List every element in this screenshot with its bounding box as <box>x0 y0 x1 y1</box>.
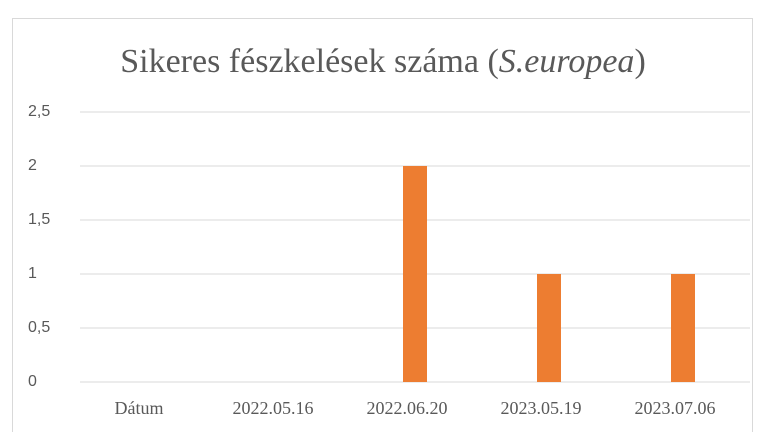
bar <box>403 166 427 382</box>
x-tick-label: 2023.07.06 <box>635 398 716 418</box>
y-tick-label: 2,5 <box>28 103 50 120</box>
x-tick-label: 2023.05.19 <box>501 398 582 418</box>
chart-title: Sikeres fészkelések száma (S.europea) <box>120 43 646 80</box>
bar <box>537 274 561 382</box>
x-tick-label: Dátum <box>115 398 164 418</box>
y-tick-label: 1,5 <box>28 211 50 228</box>
chart-border <box>12 18 753 432</box>
title-part: S.europea <box>499 43 635 80</box>
title-part: ) <box>634 43 645 80</box>
y-tick-label: 0,5 <box>28 319 50 336</box>
title-part: Sikeres fészkelések száma ( <box>120 43 499 80</box>
y-tick-label: 1 <box>28 265 37 282</box>
bar <box>671 274 695 382</box>
y-tick-label: 0 <box>28 373 37 390</box>
x-tick-label: 2022.05.16 <box>233 398 314 418</box>
y-tick-label: 2 <box>28 157 37 174</box>
x-tick-label: 2022.06.20 <box>367 398 448 418</box>
